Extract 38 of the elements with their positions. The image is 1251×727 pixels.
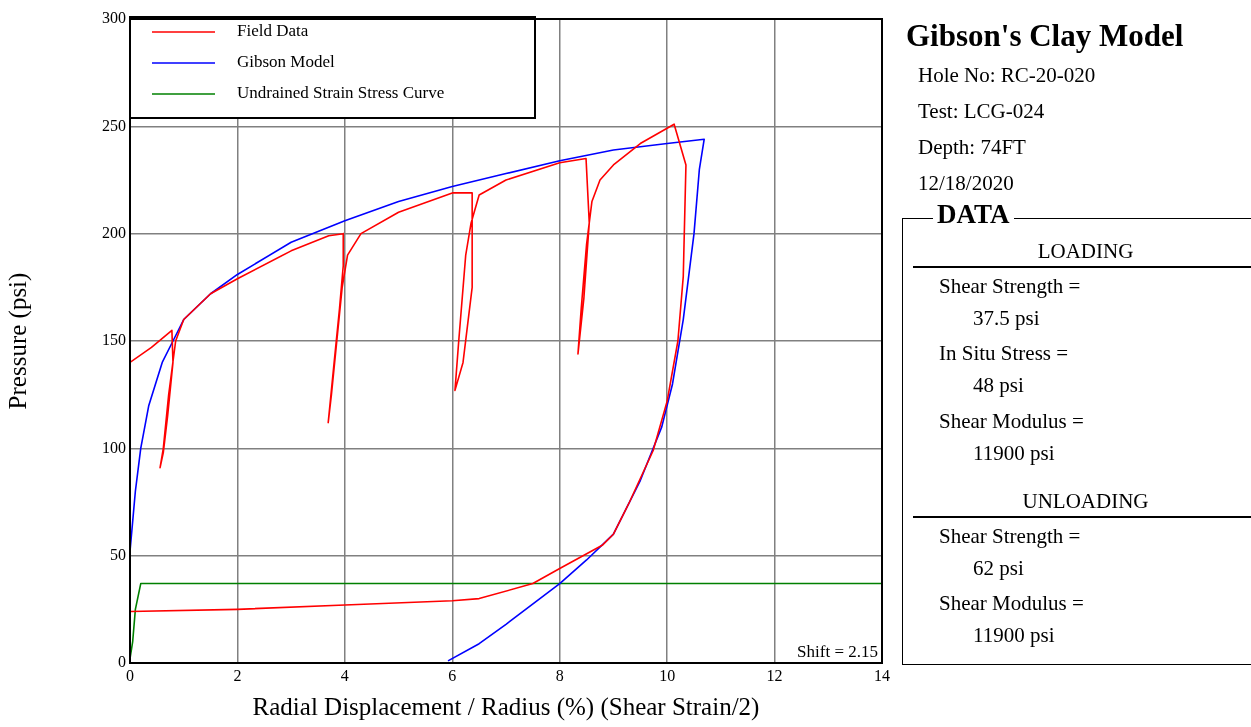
text: DATA xyxy=(933,199,1014,230)
text: 11900 psi xyxy=(973,441,1055,466)
y-tick-label: 150 xyxy=(102,331,126,349)
y-tick-label: 200 xyxy=(102,223,126,241)
text: Shear Modulus = xyxy=(939,591,1084,616)
text: 37.5 psi xyxy=(973,306,1040,331)
x-tick-label: 12 xyxy=(766,666,783,684)
x-tick-label: 6 xyxy=(448,666,457,684)
text: Test: LCG-024 xyxy=(918,98,1046,125)
x-tick-label: 10 xyxy=(659,666,676,684)
x-tick-label: 8 xyxy=(555,666,564,684)
text: 48 psi xyxy=(973,373,1024,398)
text: Depth: 74FT xyxy=(918,134,1027,161)
y-tick-label: 300 xyxy=(102,9,126,27)
legend-label: Field Data xyxy=(237,21,309,41)
y-tick-label: 0 xyxy=(118,653,126,671)
text: 12/18/2020 xyxy=(918,171,1014,195)
x-tick-label: 2 xyxy=(233,666,242,684)
text: UNLOADING xyxy=(913,489,1251,518)
y-tick-label: 100 xyxy=(102,438,126,456)
text: In Situ Stress = xyxy=(939,341,1069,366)
text: 62 psi xyxy=(973,556,1024,581)
annotation: Shift = 2.15 xyxy=(797,641,878,661)
text: Gibson's Clay Model xyxy=(906,18,1184,54)
text: Shear Strength = xyxy=(939,524,1081,549)
legend-label: Gibson Model xyxy=(237,52,336,72)
y-tick-label: 250 xyxy=(102,116,126,134)
text: 11900 psi xyxy=(973,623,1055,648)
text: LOADING xyxy=(913,239,1251,268)
x-tick-label: 14 xyxy=(874,666,890,684)
y-tick-label: 50 xyxy=(110,545,126,563)
legend-label: Undrained Strain Stress Curve xyxy=(237,83,445,103)
x-axis-title: Radial Displacement / Radius (%) (Shear Strain/2) xyxy=(252,692,760,721)
x-tick-label: 4 xyxy=(340,666,349,684)
text: Hole No: RC-20-020 xyxy=(918,62,1096,89)
text: Shear Modulus = xyxy=(939,409,1084,434)
text: Shear Strength = xyxy=(939,274,1081,299)
y-axis-title: Pressure (psi) xyxy=(3,272,32,410)
